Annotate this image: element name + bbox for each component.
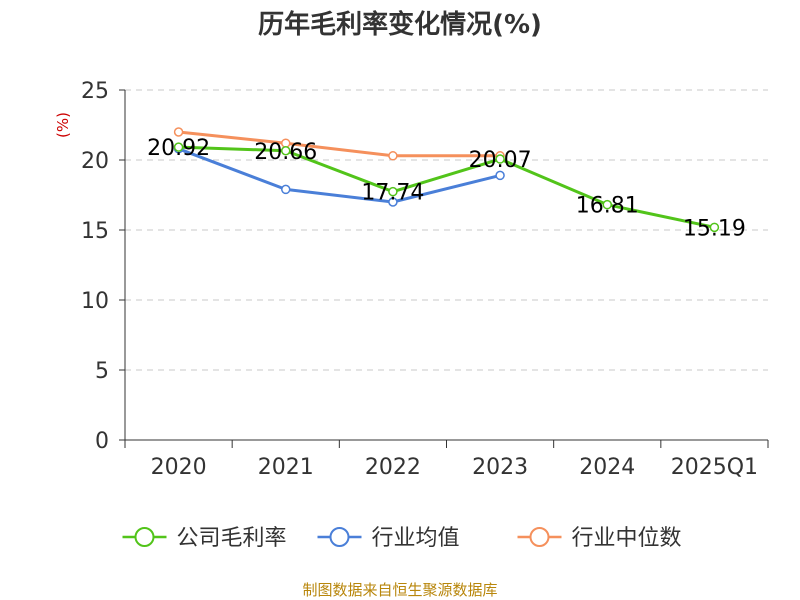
x-tick-label: 2023 — [472, 455, 528, 480]
x-tick-label: 2021 — [258, 455, 314, 480]
data-point — [173, 142, 184, 152]
series-line — [178, 145, 715, 229]
grid-lines — [125, 89, 768, 371]
series-line — [178, 130, 501, 158]
x-tick-label: 2024 — [579, 455, 635, 480]
data-label: 20.66 — [254, 140, 317, 165]
series-1 — [173, 144, 505, 207]
data-point — [388, 197, 398, 207]
legend-item-0[interactable]: 公司毛利率 — [122, 526, 287, 551]
data-point — [281, 184, 291, 195]
data-point — [388, 151, 398, 161]
data-label: 15.19 — [683, 216, 746, 241]
y-tick-label: 15 — [81, 219, 109, 244]
x-tick-label: 2020 — [151, 455, 207, 480]
y-axis-unit: (%) — [54, 112, 72, 138]
data-label: 20.07 — [469, 148, 532, 173]
data-point — [602, 199, 612, 210]
chart-title: 历年毛利率变化情况(%) — [258, 9, 542, 40]
legend-label: 公司毛利率 — [177, 526, 287, 551]
data-label: 20.92 — [147, 136, 210, 161]
legend-swatch-marker — [134, 527, 155, 547]
series-0 — [173, 142, 720, 233]
data-point — [495, 170, 505, 181]
y-tick-label: 10 — [81, 289, 109, 314]
y-tick-label: 0 — [95, 429, 109, 454]
x-tick-label: 2025Q1 — [671, 455, 758, 480]
legend[interactable]: 公司毛利率 行业均值 行业中位数 — [122, 526, 682, 551]
series-lines — [173, 127, 720, 233]
y-tick-label: 25 — [81, 79, 109, 104]
legend-label: 行业中位数 — [572, 526, 682, 551]
data-source-note: 制图数据来自恒生聚源数据库 — [302, 581, 497, 599]
data-label: 16.81 — [576, 194, 639, 219]
legend-item-2[interactable]: 行业中位数 — [517, 526, 682, 551]
data-labels: 20.92 20.66 17.74 20.07 16.81 15.19 — [147, 136, 746, 241]
data-point — [173, 127, 184, 137]
legend-swatch-marker — [329, 527, 350, 547]
legend-item-1[interactable]: 行业均值 — [317, 526, 460, 551]
axes: 0 5 10 15 20 25 2020 2021 2022 2023 2024 2025Q1 — [81, 79, 769, 480]
data-point — [281, 146, 291, 156]
data-point — [388, 186, 398, 197]
data-point — [709, 222, 720, 233]
y-tick-label: 20 — [81, 149, 109, 174]
data-point — [495, 154, 505, 164]
y-tick-label: 5 — [95, 359, 109, 384]
legend-swatch-marker — [529, 527, 550, 547]
series-2 — [173, 127, 505, 161]
legend-label: 行业均值 — [372, 526, 460, 551]
x-tick-label: 2022 — [365, 455, 421, 480]
data-label: 17.74 — [361, 181, 424, 206]
series-line — [178, 147, 501, 204]
